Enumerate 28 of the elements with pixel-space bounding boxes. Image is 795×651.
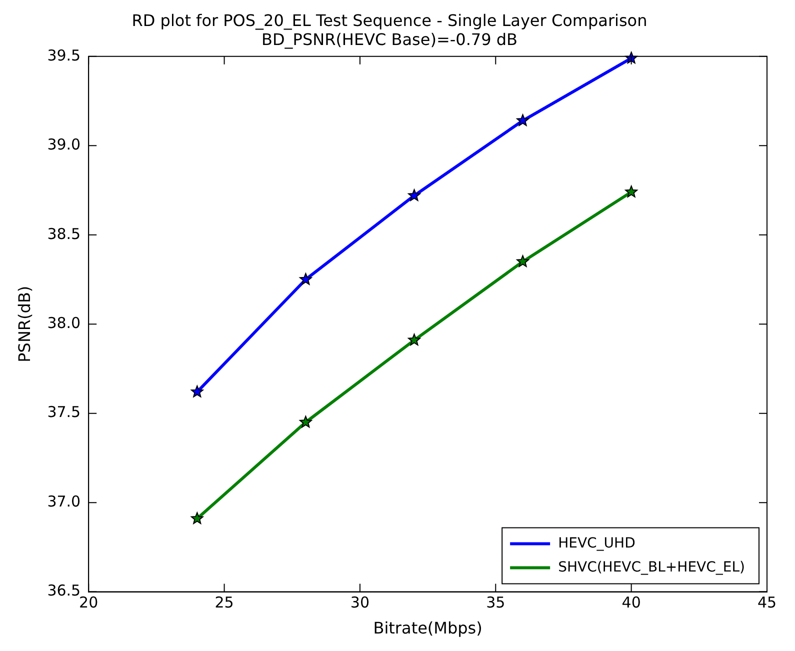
point [516,114,529,126]
point [190,512,204,524]
y-tick-label: 38.5 [47,224,81,243]
x-tick-label: 45 [757,594,777,612]
x-tick-label: 20 [79,594,98,612]
x-tick-label: 40 [622,594,641,612]
y-tick-label: 38.0 [47,314,81,332]
y-tick-label: 39.0 [47,136,81,154]
y-tick-label: 36.5 [47,582,81,600]
x-tick-label: 25 [214,594,234,612]
y-axis-title: PSNR(dB) [14,286,34,362]
point [299,416,312,428]
point [516,255,529,267]
x-tick-label: 30 [350,594,370,612]
chart-subtitle: BD_PSNR(HEVC Base)=-0.79 dB [262,30,518,49]
y-tick-label: 37.0 [47,492,81,510]
x-tick-label: 35 [486,594,506,612]
point [408,189,420,201]
y-tick-label: 39.5 [47,46,81,64]
y-tick-label: 37.5 [47,403,81,422]
point [408,334,420,346]
legend-label: HEVC_UHD [558,535,636,552]
chart-title: RD plot for POS_20_EL Test Sequence - Single Layer Comparison [132,10,648,30]
point [190,385,204,398]
point [625,186,638,198]
legend-label: SHVC(HEVC_BL+HEVC_EL) [558,559,745,576]
x-axis-title: Bitrate(Mbps) [373,618,482,638]
point [299,272,312,285]
